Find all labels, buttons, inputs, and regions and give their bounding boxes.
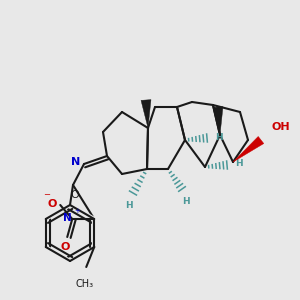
Text: O: O xyxy=(70,190,80,200)
Text: +: + xyxy=(74,208,80,214)
Text: N: N xyxy=(63,213,72,223)
Text: CH₃: CH₃ xyxy=(75,279,93,289)
Text: OH: OH xyxy=(271,122,290,132)
Text: H: H xyxy=(235,160,243,169)
Text: O: O xyxy=(48,199,57,209)
Polygon shape xyxy=(233,136,264,162)
Text: −: − xyxy=(43,190,50,200)
Text: O: O xyxy=(61,242,70,252)
Polygon shape xyxy=(141,100,151,128)
Text: N: N xyxy=(71,157,81,167)
Text: H: H xyxy=(215,133,223,142)
Text: H: H xyxy=(125,201,133,210)
Text: H: H xyxy=(182,197,190,206)
Polygon shape xyxy=(213,106,223,135)
